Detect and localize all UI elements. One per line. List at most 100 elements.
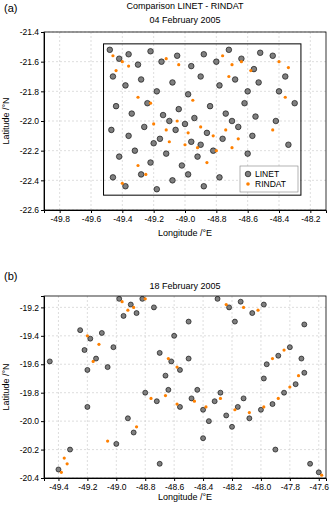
point bbox=[132, 306, 135, 309]
point bbox=[196, 146, 199, 149]
point bbox=[182, 121, 188, 127]
point bbox=[229, 118, 235, 124]
tick: -48.4 bbox=[194, 478, 214, 492]
point bbox=[99, 330, 104, 335]
point bbox=[240, 60, 243, 63]
series bbox=[47, 296, 321, 474]
point bbox=[195, 387, 200, 392]
point bbox=[110, 74, 116, 80]
point bbox=[218, 390, 223, 395]
tick-label: -48.8 bbox=[207, 214, 227, 224]
tick-label: -22.0 bbox=[20, 116, 40, 126]
point bbox=[167, 118, 173, 124]
tick-mark bbox=[41, 151, 44, 152]
point bbox=[264, 362, 269, 367]
point bbox=[302, 370, 307, 375]
tick: -20.0 bbox=[20, 416, 44, 426]
point bbox=[157, 136, 163, 142]
point bbox=[245, 151, 251, 157]
point bbox=[154, 89, 160, 95]
axis-line bbox=[45, 211, 327, 214]
axis-line bbox=[41, 297, 45, 479]
point bbox=[230, 63, 233, 66]
tick-label: -49.0 bbox=[107, 482, 127, 492]
tick-mark bbox=[279, 210, 280, 213]
point bbox=[176, 119, 179, 122]
point bbox=[163, 151, 169, 157]
panel: -49.8-49.6-49.4-49.2-49.0-48.8-48.6-48.4… bbox=[1, 1, 327, 238]
point bbox=[297, 374, 300, 377]
point bbox=[282, 348, 285, 351]
point bbox=[172, 333, 177, 338]
point bbox=[223, 111, 229, 117]
point bbox=[106, 439, 109, 442]
point bbox=[136, 164, 139, 167]
tick: -48.2 bbox=[223, 478, 243, 492]
axis-line bbox=[41, 33, 45, 211]
point bbox=[242, 100, 248, 106]
point bbox=[257, 50, 263, 56]
tick-label: -48.6 bbox=[165, 482, 185, 492]
point bbox=[219, 397, 222, 400]
grid-line bbox=[174, 296, 175, 478]
tick-mark bbox=[41, 180, 44, 181]
tick: -20.2 bbox=[20, 445, 44, 455]
point bbox=[138, 77, 144, 83]
point bbox=[205, 161, 208, 164]
point bbox=[136, 96, 139, 99]
point bbox=[176, 106, 182, 112]
point bbox=[186, 356, 191, 361]
point bbox=[166, 387, 171, 392]
point bbox=[214, 59, 220, 65]
point bbox=[248, 411, 251, 414]
subtitle: 04 February 2005 bbox=[149, 15, 220, 25]
title: Comparison LINET - RINDAT bbox=[126, 1, 244, 11]
point bbox=[227, 75, 230, 78]
tick-mark bbox=[185, 210, 186, 213]
point bbox=[237, 137, 240, 140]
point bbox=[276, 353, 281, 358]
point bbox=[175, 365, 178, 368]
series bbox=[60, 297, 324, 477]
point bbox=[148, 48, 154, 54]
point bbox=[195, 154, 201, 160]
x-label: Longitude /°E bbox=[158, 228, 212, 238]
point bbox=[105, 365, 110, 370]
tick: -49.0 bbox=[107, 478, 127, 492]
point bbox=[121, 313, 126, 318]
tick-label: -48.6 bbox=[238, 214, 258, 224]
point bbox=[215, 296, 220, 301]
point bbox=[199, 125, 202, 128]
point bbox=[185, 92, 191, 98]
point bbox=[86, 334, 89, 337]
point bbox=[238, 299, 243, 304]
point bbox=[206, 419, 211, 424]
tick-label: -49.2 bbox=[144, 214, 164, 224]
tick-mark bbox=[290, 478, 291, 481]
point bbox=[224, 128, 227, 131]
series bbox=[111, 54, 290, 185]
point bbox=[232, 319, 237, 324]
grid bbox=[44, 32, 326, 210]
tick: -48.0 bbox=[252, 478, 272, 492]
point bbox=[193, 400, 196, 403]
point bbox=[242, 306, 245, 309]
point bbox=[276, 89, 282, 95]
point bbox=[273, 118, 279, 124]
point bbox=[127, 65, 130, 68]
point bbox=[149, 102, 152, 105]
tick-label: -48.2 bbox=[301, 214, 321, 224]
point bbox=[132, 148, 138, 154]
point bbox=[253, 114, 259, 120]
point bbox=[201, 51, 207, 57]
tick: -22.2 bbox=[20, 146, 44, 156]
figure: -49.8-49.6-49.4-49.2-49.0-48.8-48.6-48.4… bbox=[0, 0, 332, 505]
tick-label: -48.8 bbox=[136, 482, 156, 492]
tick: -21.8 bbox=[20, 87, 44, 97]
x-label: Longitude /°E bbox=[158, 492, 212, 502]
tick-mark bbox=[116, 478, 117, 481]
point bbox=[152, 122, 155, 125]
grid-line bbox=[44, 150, 326, 151]
tick-mark bbox=[41, 210, 44, 211]
point bbox=[151, 140, 157, 146]
